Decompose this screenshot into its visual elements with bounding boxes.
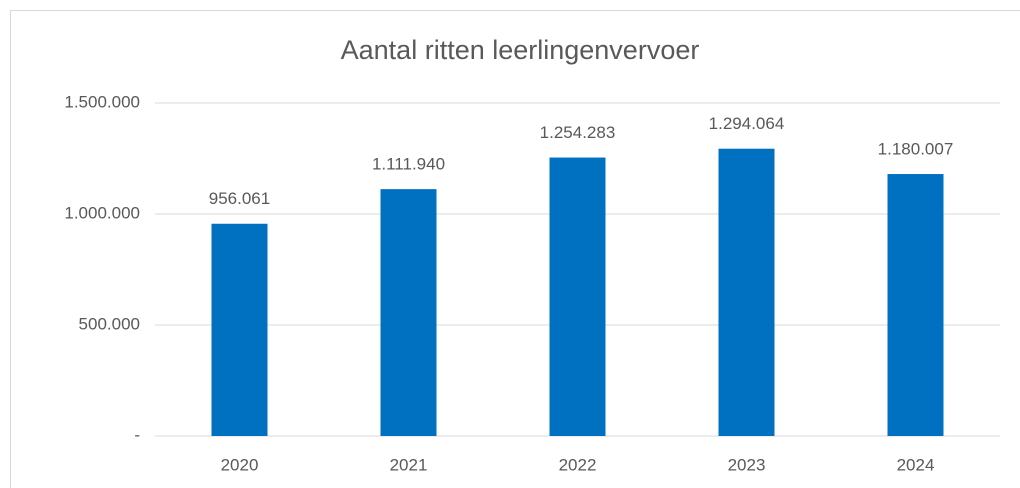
bar <box>887 174 944 436</box>
bar <box>718 148 775 437</box>
x-tick-label: 2022 <box>559 455 597 474</box>
bar <box>549 157 606 436</box>
data-label: 1.111.940 <box>372 155 445 174</box>
y-tick-label: 1.000.000 <box>64 203 140 222</box>
data-label: 1.294.064 <box>709 114 785 133</box>
y-tick-label: 500.000 <box>79 314 140 333</box>
bar <box>380 189 437 436</box>
data-label: 1.254.283 <box>540 123 616 142</box>
data-label: 1.180.007 <box>878 140 954 159</box>
y-tick-label: - <box>134 425 140 444</box>
x-tick-label: 2023 <box>728 455 766 474</box>
bar <box>211 223 268 436</box>
x-tick-label: 2021 <box>390 455 428 474</box>
chart-border <box>10 10 1020 488</box>
y-tick-label: 1.500.000 <box>64 92 140 111</box>
chart-title: Aantal ritten leerlingenvervoer <box>341 35 700 65</box>
x-tick-label: 2020 <box>221 455 259 474</box>
data-label: 956.061 <box>209 189 270 208</box>
x-tick-label: 2024 <box>897 455 935 474</box>
